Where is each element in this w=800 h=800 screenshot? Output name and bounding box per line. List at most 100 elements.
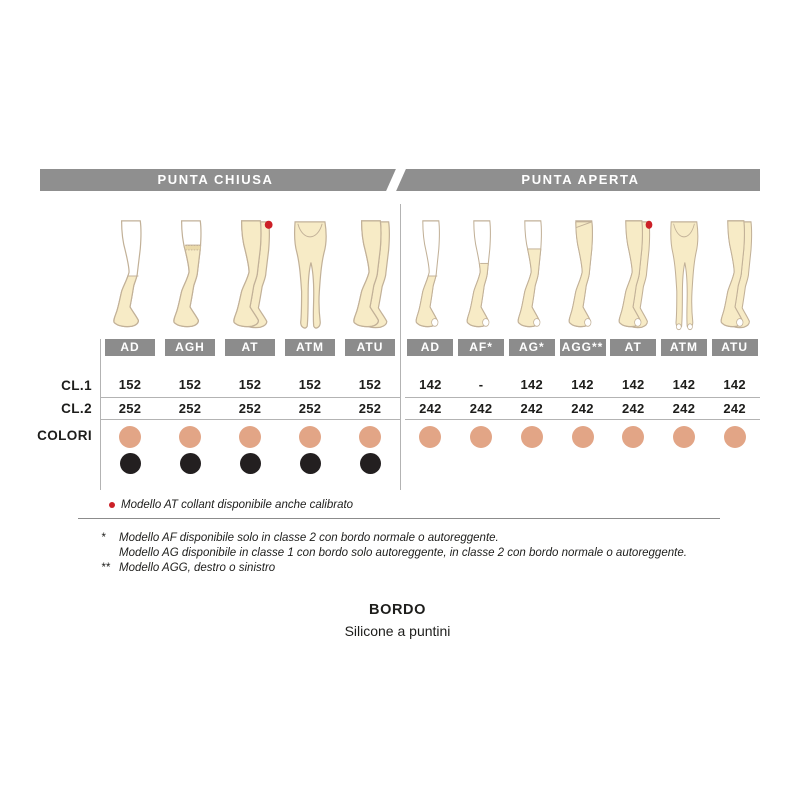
color-dot-cell-at xyxy=(608,426,659,448)
color-dot-cell-atm xyxy=(659,452,710,474)
color-dot-cell-ad xyxy=(405,426,456,448)
cl2-value-agh: 252 xyxy=(178,400,202,416)
leg-illustration-atu xyxy=(709,218,760,334)
color-dot-cell-agh xyxy=(160,452,220,474)
cl2-value-ag: 242 xyxy=(520,400,544,416)
skin-color-dot xyxy=(119,426,141,448)
footnote-ag: Modello AG disponibile in classe 1 con b… xyxy=(101,546,687,561)
footnote-text: Modello AF disponibile solo in classe 2 … xyxy=(119,532,499,544)
color-dot-cell-at xyxy=(220,426,280,448)
model-label-cell: AF* xyxy=(456,338,507,356)
model-label-at: AT xyxy=(225,338,275,356)
cl1-value-atu: 142 xyxy=(723,376,746,392)
leg-atm-icon xyxy=(293,221,327,329)
toe-type-header-band: PUNTA CHIUSA PUNTA APERTA xyxy=(40,166,760,194)
color-dot-cell-agh xyxy=(160,426,220,448)
red-bullet-icon xyxy=(109,502,115,508)
cl1-value-atu: 152 xyxy=(358,376,382,392)
model-label-atm: ATM xyxy=(285,338,335,356)
cl1-value-atm: 152 xyxy=(298,376,322,392)
color-dot-cell-ag xyxy=(506,426,557,448)
table-left-divider xyxy=(100,339,101,490)
leg-illustration-at xyxy=(608,218,659,334)
color-dot-cell-af xyxy=(456,426,507,448)
cl1-row: 152 152 152 152 152 xyxy=(100,376,400,392)
cl2-row: 242 242 242 242 242 242 242 xyxy=(405,400,760,416)
skin-color-dot xyxy=(571,426,594,448)
leg-illustration-ag xyxy=(506,218,557,334)
skin-row xyxy=(100,426,400,448)
cl1-value-atm: 142 xyxy=(672,376,696,392)
model-label-ad: AD xyxy=(105,338,155,356)
cl1-value-ad: 152 xyxy=(118,376,142,392)
row-label-cl2: CL.2 xyxy=(61,401,92,416)
punta-aperta-title: PUNTA APERTA xyxy=(521,172,640,187)
footnote-marker: ** xyxy=(101,562,110,574)
black-row xyxy=(405,452,760,474)
cl2-value-atu: 252 xyxy=(358,400,382,416)
cl2-row: 252 252 252 252 252 xyxy=(100,400,400,416)
model-label-atu: ATU xyxy=(711,338,758,356)
cl1-value-at: 142 xyxy=(621,376,645,392)
skin-color-dot xyxy=(419,426,442,448)
model-label-cell: ATU xyxy=(709,338,760,356)
skin-color-dot xyxy=(299,426,321,448)
footnote-rule xyxy=(78,518,720,519)
leg-ag-icon xyxy=(517,220,542,328)
model-label-at: AT xyxy=(610,338,657,356)
leg-atu-icon xyxy=(353,220,390,329)
cl2-value-ad: 252 xyxy=(118,400,142,416)
calibrato-red-dot-icon xyxy=(264,220,273,229)
footnote-af: * Modello AF disponibile solo in classe … xyxy=(101,531,687,546)
footnote-marker: * xyxy=(101,532,106,544)
closed-toe-table: AD AGH AT ATM ATU 152 152 152 152 152 252 252 252 252… xyxy=(100,204,400,490)
model-label-cell: AT xyxy=(220,338,280,356)
open-toe-table: AD AF* AG* AGG** AT ATM ATU 142-142 142 142 142 142… xyxy=(405,204,760,490)
cl1-value-at: 152 xyxy=(238,376,262,392)
model-label-ad: AD xyxy=(407,338,454,356)
black-color-dot xyxy=(179,452,201,474)
leg-illustration-atu xyxy=(340,218,400,334)
bordo-title: BORDO xyxy=(369,602,426,618)
row-label-colori: COLORI xyxy=(37,428,92,443)
calibrato-red-dot-icon xyxy=(645,220,653,229)
cl1-value-ag: 142 xyxy=(520,376,544,392)
row-label-cl1: CL.1 xyxy=(61,378,92,393)
leg-illustration-agg xyxy=(557,218,608,334)
cl2-value-atu: 242 xyxy=(723,400,746,416)
model-label-atu: ATU xyxy=(345,338,395,356)
color-dot-cell-atm xyxy=(659,426,710,448)
skin-color-dot xyxy=(622,426,645,448)
footnote-text: Modello AGG, destro o sinistro xyxy=(119,562,276,574)
leg-illustration-agh xyxy=(160,218,220,334)
model-label-af: AF* xyxy=(458,338,505,356)
color-dot-cell-atm xyxy=(280,426,340,448)
black-color-dot xyxy=(239,452,261,474)
color-dot-cell-at xyxy=(220,452,280,474)
model-label-agg: AGG** xyxy=(559,338,606,356)
skin-color-dot xyxy=(520,426,543,448)
model-label-agh: AGH xyxy=(165,338,215,356)
cl2-value-atm: 242 xyxy=(672,400,696,416)
model-label-cell: ATM xyxy=(659,338,710,356)
table-rule xyxy=(100,419,400,420)
table-rule xyxy=(405,397,760,398)
cl1-value-agg: 142 xyxy=(571,376,594,392)
footnotes-block: * Modello AF disponibile solo in classe … xyxy=(101,531,687,576)
cl1-value-ad: 142 xyxy=(419,376,442,392)
black-color-dot xyxy=(119,452,141,474)
table-rule xyxy=(405,419,760,420)
skin-color-dot xyxy=(239,426,261,448)
leg-atu-icon xyxy=(720,220,752,329)
leg-illustration-at xyxy=(220,218,280,334)
skin-color-dot xyxy=(672,426,695,448)
model-label-atm: ATM xyxy=(660,338,707,356)
color-dot-cell-atu xyxy=(709,452,760,474)
calibrato-note: Modello AT collant disponibile anche cal… xyxy=(109,499,353,511)
black-color-dot xyxy=(359,452,381,474)
leg-illustration-af xyxy=(456,218,507,334)
skin-color-dot xyxy=(723,426,746,448)
leg-ad-icon xyxy=(113,220,142,328)
color-dot-cell-ad xyxy=(100,452,160,474)
